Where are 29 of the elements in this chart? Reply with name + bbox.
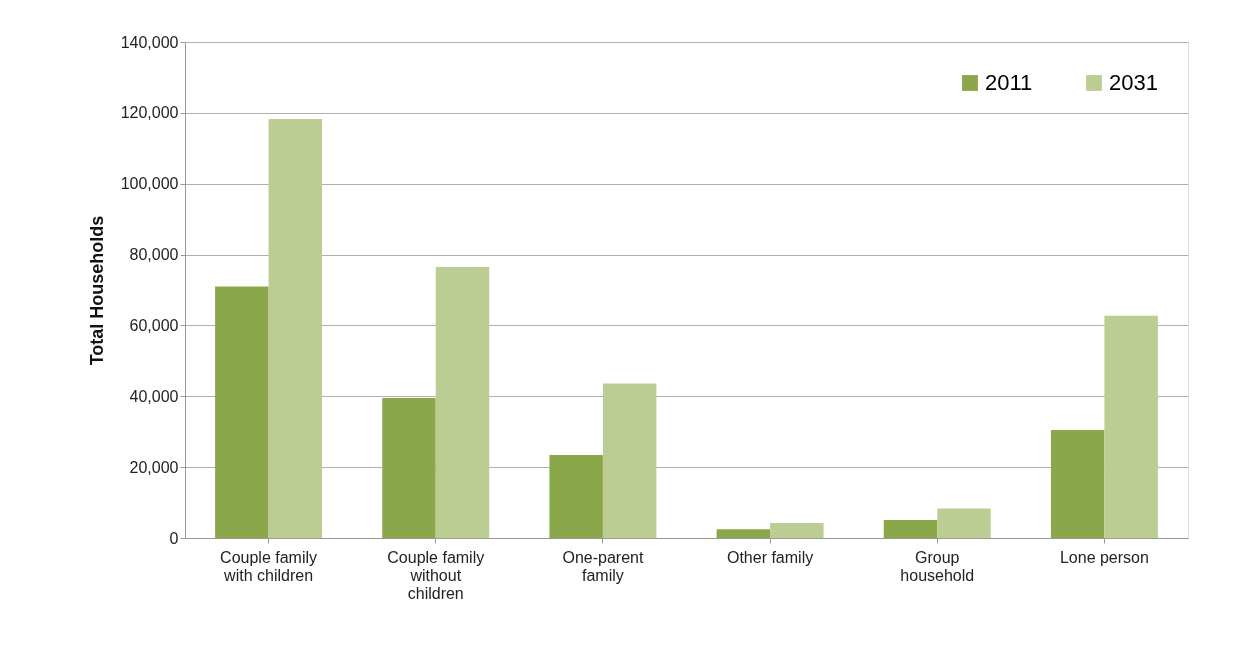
bar [268,118,323,538]
y-tick-label: 100,000 [120,175,179,193]
bar [435,266,490,538]
bar [602,383,657,538]
bar [382,398,436,538]
legend-label: 2011 [985,70,1033,95]
y-axis-title: Total Households [86,215,107,366]
bar [1104,315,1158,538]
bar [1050,429,1105,538]
y-tick-label: 140,000 [120,33,179,51]
y-tick-label: 120,000 [120,104,179,122]
bar [215,286,269,538]
x-tick-label: Group household [900,548,975,584]
y-tick-label: 60,000 [129,316,179,334]
x-tick-label: Lone person [1059,548,1149,566]
bar [937,508,991,538]
y-tick-label: 80,000 [129,246,179,264]
x-tick-label: One-parent family [562,548,644,584]
x-tick-label: Couple family with children [220,548,318,584]
y-tick-label: 20,000 [129,458,179,476]
y-tick-label: 0 [169,529,179,547]
x-tick-label: Other family [726,548,814,566]
bar [716,529,771,538]
bar [883,519,938,538]
y-tick-label: 40,000 [129,387,179,405]
bar [549,455,603,538]
legend-label: 2031 [1109,70,1158,95]
x-tick-label: Couple family without children [387,548,485,602]
bar [770,523,824,538]
